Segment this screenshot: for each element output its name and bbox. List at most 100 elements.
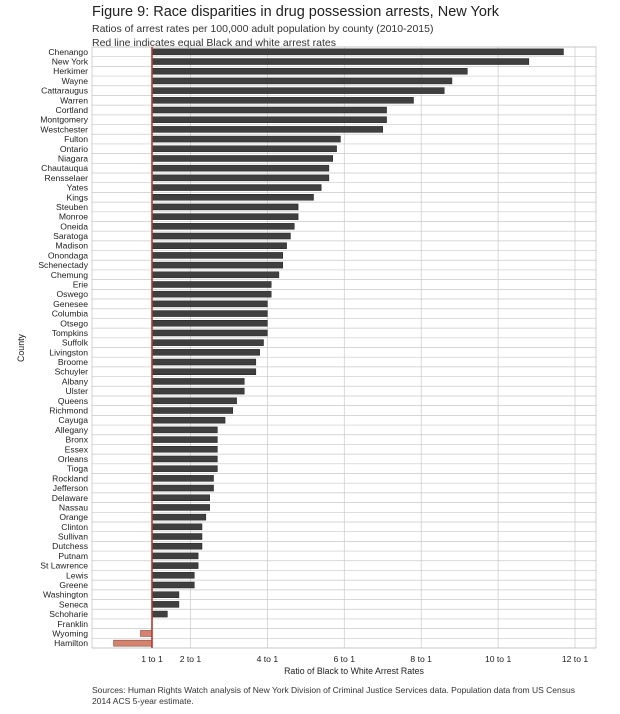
category-label: Essex (65, 444, 89, 454)
bar-otsego (151, 320, 268, 327)
category-label: Herkimer (53, 66, 88, 76)
chart-title: Figure 9: Race disparities in drug posse… (92, 4, 499, 20)
bar-cortland (151, 106, 387, 114)
category-label: Jefferson (53, 483, 88, 493)
bar-orleans (151, 455, 218, 463)
category-label: Onondaga (48, 250, 88, 260)
category-label: Broome (58, 357, 88, 367)
category-label: Putnam (58, 551, 88, 561)
bar-madison (151, 242, 287, 249)
bar-wyoming (140, 630, 153, 637)
bar-schenectady (151, 261, 283, 269)
category-label: Fulton (64, 134, 88, 144)
category-label: Kings (67, 192, 89, 202)
bar-cayuga (151, 416, 226, 424)
category-label: Chemung (51, 270, 88, 280)
x-tick-label: 8 to 1 (410, 654, 432, 664)
bar-ontario (151, 145, 337, 153)
bar-columbia (151, 310, 268, 317)
bar-suffolk (151, 339, 264, 346)
x-tick-label: 2 to 1 (180, 654, 202, 664)
category-label: Cortland (56, 105, 89, 115)
x-tick-label: 6 to 1 (334, 654, 356, 664)
bar-essex (151, 446, 218, 453)
category-label: Hamilton (54, 638, 88, 648)
bar-kings (151, 193, 314, 201)
category-label: Chautauqua (41, 163, 88, 173)
category-label: Cattaraugus (41, 86, 88, 96)
category-label: Richmond (49, 406, 88, 416)
bar-warren (151, 97, 414, 104)
category-label: Montgomery (40, 115, 88, 125)
bar-chautauqua (151, 164, 330, 172)
bar-erie (151, 281, 272, 288)
bar-jefferson (151, 484, 214, 492)
category-label: Wyoming (52, 628, 88, 638)
category-label: Schenectady (38, 260, 88, 270)
category-label: Niagara (58, 153, 88, 163)
category-label: New York (52, 57, 89, 67)
bar-niagara (151, 155, 333, 162)
category-label: Sullivan (58, 532, 88, 542)
category-label: Rensselaer (45, 173, 89, 183)
x-tick-label: 10 to 1 (485, 654, 512, 664)
category-label: Albany (62, 376, 89, 386)
x-tick-label: 1 to 1 (141, 654, 163, 664)
bar-schoharie (151, 610, 168, 618)
bar-dutchess (151, 542, 203, 550)
bar-lewis (151, 572, 195, 579)
y-axis-label: County (16, 333, 26, 361)
bar-westchester (151, 126, 383, 133)
bar-schuyler (151, 368, 257, 375)
category-label: Cayuga (58, 415, 88, 425)
x-tick-label: 4 to 1 (257, 654, 279, 664)
category-label: Erie (73, 279, 89, 289)
bar-oswego (151, 290, 272, 298)
bar-chenango (151, 48, 564, 56)
bar-new-york (151, 58, 530, 65)
category-label: Genesee (53, 299, 88, 309)
x-axis-label: Ratio of Black to White Arrest Rates (284, 666, 424, 676)
category-label: Nassau (59, 502, 88, 512)
bar-monroe (151, 213, 299, 220)
chart-subtitle: Ratios of arrest rates per 100,000 adult… (92, 23, 434, 35)
bar-broome (151, 358, 257, 366)
category-label: Wayne (62, 76, 89, 86)
chart-subtitle-note: Red line indicates equal Black and white… (92, 37, 336, 49)
bar-fulton (151, 135, 341, 143)
category-label: Yates (67, 183, 88, 193)
category-label: Washington (43, 590, 88, 600)
bar-richmond (151, 407, 234, 414)
category-label: Seneca (59, 599, 88, 609)
bar-rockland (151, 475, 214, 482)
category-label: Suffolk (62, 338, 89, 348)
category-label: Orleans (58, 454, 88, 464)
bar-tioga (151, 465, 218, 472)
bar-nassau (151, 504, 210, 511)
bar-seneca (151, 601, 180, 608)
bar-ulster (151, 387, 245, 395)
category-label: Greene (59, 580, 88, 590)
category-label: Lewis (66, 570, 88, 580)
category-label: Rockland (52, 473, 88, 483)
category-label: Schuyler (55, 367, 89, 377)
category-label: St Lawrence (40, 561, 88, 571)
bar-sullivan (151, 533, 203, 540)
bar-montgomery (151, 116, 387, 123)
category-label: Warren (60, 95, 88, 105)
bar-oneida (151, 223, 295, 230)
category-label: Saratoga (53, 231, 88, 241)
bar-saratoga (151, 232, 291, 240)
bar-greene (151, 581, 195, 589)
bar-hamilton (113, 639, 153, 647)
category-label: Tompkins (52, 328, 88, 338)
bar-albany (151, 378, 245, 385)
bar-chemung (151, 271, 280, 279)
category-label: Bronx (66, 435, 89, 445)
category-label: Madison (56, 241, 89, 251)
bar-st-lawrence (151, 562, 199, 569)
bar-yates (151, 184, 322, 191)
category-label: Clinton (61, 522, 88, 532)
bar-genesee (151, 300, 268, 308)
